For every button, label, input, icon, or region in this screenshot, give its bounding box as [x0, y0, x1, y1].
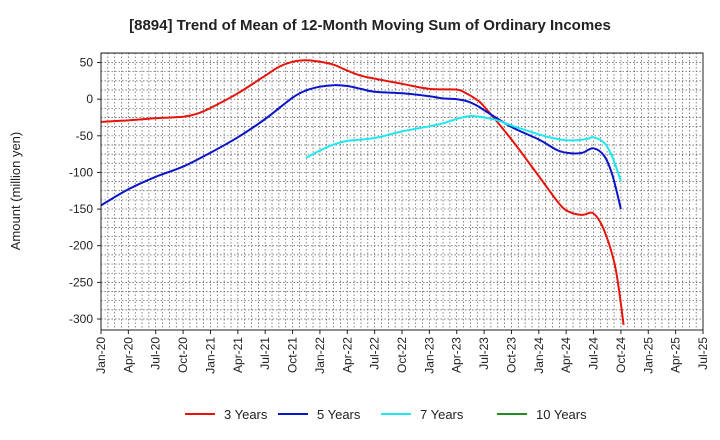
y-tick-label: -200 [69, 239, 93, 253]
x-tick-label: Oct-20 [176, 337, 190, 373]
x-tick-label: Oct-23 [504, 337, 518, 373]
x-tick-label: Jul-20 [149, 337, 163, 370]
x-tick-label: Jul-22 [368, 337, 382, 370]
series-line-5-years [100, 84, 622, 210]
legend: 3 Years 5 Years 7 Years 10 Years [185, 407, 587, 422]
x-tick-label: Apr-22 [340, 337, 354, 373]
series-line-3-years [100, 59, 625, 326]
x-tick-label: Oct-24 [614, 337, 628, 373]
x-tick-label: Jan-22 [313, 337, 327, 374]
gridlines [101, 53, 703, 330]
x-tick-label: Jul-23 [477, 337, 491, 370]
y-tick-label: -300 [69, 312, 93, 326]
series-lines [100, 59, 625, 326]
y-axis-label: Amount (million yen) [8, 132, 23, 251]
x-tick-label: Apr-24 [559, 337, 573, 373]
x-tick-label: Oct-21 [286, 337, 300, 373]
y-tick-label: -100 [69, 165, 93, 179]
x-tick-label: Jul-25 [696, 337, 710, 370]
x-tick-label: Apr-21 [231, 337, 245, 373]
legend-label-10-years: 10 Years [536, 407, 587, 422]
x-tick-label: Jul-21 [258, 337, 272, 370]
series-line-7-years [305, 114, 622, 182]
x-tick-label: Jan-23 [422, 337, 436, 374]
y-tick-label: -250 [69, 275, 93, 289]
x-axis-ticks: Jan-20 Apr-20 Jul-20 Oct-20 Jan-21 Apr-21 Jul-… [94, 330, 710, 374]
legend-label-7-years: 7 Years [420, 407, 464, 422]
y-tick-label: 50 [80, 56, 94, 70]
x-tick-label: Jan-21 [203, 337, 217, 374]
x-tick-label: Apr-20 [121, 337, 135, 373]
x-tick-label: Oct-22 [395, 337, 409, 373]
y-tick-label: -150 [69, 202, 93, 216]
legend-label-5-years: 5 Years [317, 407, 361, 422]
x-tick-label: Apr-23 [450, 337, 464, 373]
y-tick-label: -50 [76, 129, 94, 143]
x-tick-label: Jan-24 [532, 337, 546, 374]
chart-title: [8894] Trend of Mean of 12-Month Moving … [129, 17, 611, 34]
x-tick-label: Jul-24 [587, 337, 601, 370]
x-tick-label: Jan-25 [641, 337, 655, 374]
x-tick-label: Jan-20 [94, 337, 108, 374]
y-axis-ticks: 50 0 -50 -100 -150 -200 -250 -300 [69, 56, 101, 326]
x-tick-label: Apr-25 [669, 337, 683, 373]
legend-label-3-years: 3 Years [224, 407, 268, 422]
y-tick-label: 0 [86, 92, 93, 106]
